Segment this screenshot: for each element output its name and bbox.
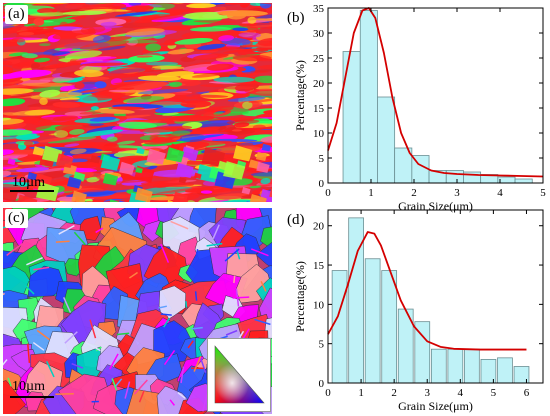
plot-frame-b bbox=[327, 7, 544, 184]
x-tick-label-d-1: 1 bbox=[358, 387, 364, 399]
plot-frame-d bbox=[327, 209, 544, 384]
y-tick-label-b-0: 0 bbox=[319, 178, 325, 190]
panel-label-c: (c) bbox=[5, 209, 28, 228]
scale-bar-a bbox=[10, 190, 54, 192]
x-tick-label-d-5: 5 bbox=[491, 387, 497, 399]
y-tick-label-b-1: 5 bbox=[319, 153, 325, 165]
x-tick-label-d-4: 4 bbox=[458, 387, 464, 399]
bar-d-8 bbox=[464, 348, 480, 384]
y-tick-label-b-4: 20 bbox=[313, 78, 325, 90]
x-tick-label-b-1: 1 bbox=[368, 187, 374, 199]
panel-label-a: (a) bbox=[5, 5, 28, 24]
fit-curve-b bbox=[327, 7, 544, 178]
y-tick-label-d-4: 20 bbox=[313, 221, 325, 233]
bar-b-1 bbox=[359, 10, 378, 184]
y-axis-label-b: Percentage(%) bbox=[293, 60, 307, 131]
x-tick-label-b-4: 4 bbox=[497, 187, 503, 199]
x-axis-label-d: Grain Size(μm) bbox=[398, 399, 473, 413]
x-axis-label-b: Grain Size(μm) bbox=[398, 199, 473, 213]
y-tick-label-d-2: 10 bbox=[313, 299, 325, 311]
bar-d-3 bbox=[381, 270, 398, 384]
fit-curve-d bbox=[327, 231, 527, 351]
x-tick-label-d-0: 0 bbox=[325, 387, 331, 399]
y-axis-label-d: Percentage(%) bbox=[293, 261, 307, 332]
ebsd-map-a bbox=[3, 3, 272, 202]
x-tick-label-b-2: 2 bbox=[411, 187, 417, 199]
bar-d-7 bbox=[447, 348, 464, 384]
bar-b-10 bbox=[514, 178, 533, 184]
bar-b-6 bbox=[445, 170, 464, 184]
y-tick-label-b-2: 10 bbox=[313, 128, 325, 140]
bar-d-2 bbox=[364, 258, 381, 384]
histogram-d: (d) 0 1 2 3 4 5 6 0 5 10 15 20 Grain Size(μm) Percent… bbox=[287, 209, 544, 413]
y-tick-label-d-1: 5 bbox=[319, 339, 325, 351]
y-tick-label-b-5: 25 bbox=[313, 53, 325, 65]
x-tick-label-d-2: 2 bbox=[391, 387, 397, 399]
x-tick-label-b-5: 5 bbox=[540, 187, 546, 199]
y-tick-label-b-6: 30 bbox=[313, 28, 325, 40]
ipf-color-key bbox=[207, 338, 271, 412]
y-tick-label-d-0: 0 bbox=[319, 378, 325, 390]
y-tick-label-b-7: 35 bbox=[313, 3, 325, 15]
bar-d-0 bbox=[331, 270, 348, 384]
bar-d-10 bbox=[497, 357, 513, 384]
x-tick-label-b-0: 0 bbox=[325, 187, 331, 199]
bar-b-2 bbox=[377, 96, 396, 184]
bar-d-6 bbox=[430, 348, 447, 384]
scale-bar-c bbox=[10, 396, 54, 398]
y-tick-label-d-3: 15 bbox=[313, 260, 325, 272]
scale-bar-label-c: 10µm bbox=[12, 379, 45, 394]
y-tick-label-b-3: 15 bbox=[313, 103, 325, 115]
x-tick-label-d-6: 6 bbox=[524, 387, 530, 399]
panel-label-d: (d) bbox=[287, 212, 305, 228]
histogram-b: (b) 0 1 2 3 4 5 0 5 10 15 20 25 30 35 Grain Size(μm) Pe… bbox=[287, 3, 546, 213]
panel-label-b: (b) bbox=[287, 10, 305, 26]
scale-bar-label-a: 10µm bbox=[12, 175, 45, 190]
x-tick-label-b-3: 3 bbox=[454, 187, 460, 199]
x-tick-label-d-3: 3 bbox=[424, 387, 430, 399]
